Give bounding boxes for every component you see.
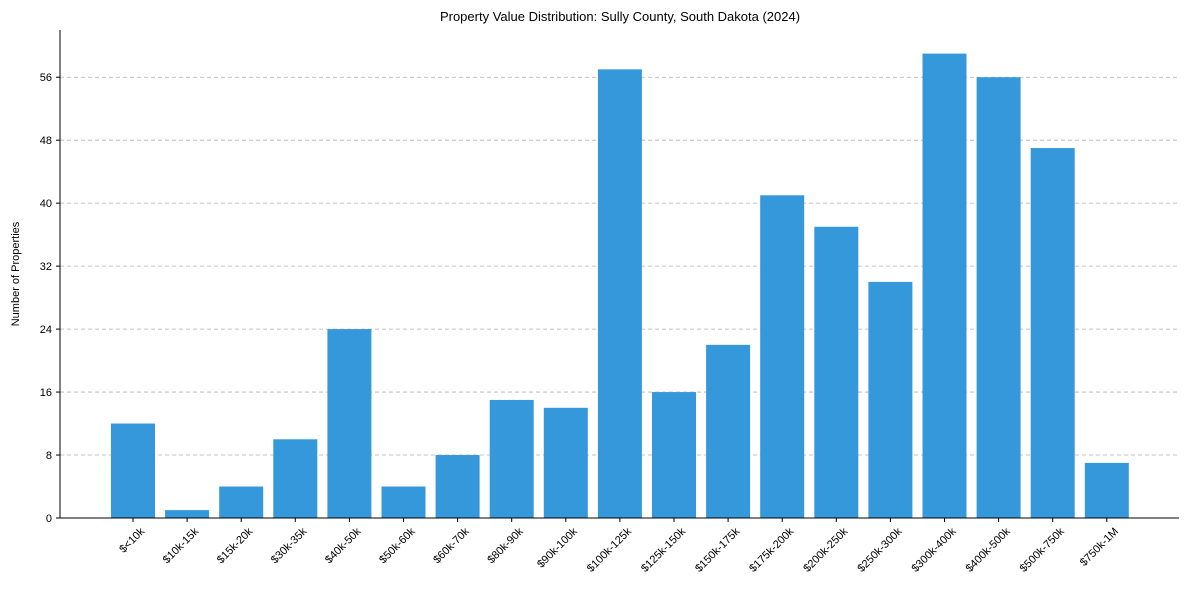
y-ticks: 0 8 16 24 32 40 48 56 [40, 72, 60, 525]
bar-4 [327, 329, 372, 518]
bar-2 [219, 486, 264, 518]
bar-14 [868, 281, 913, 518]
bar-9 [597, 69, 642, 519]
x-tick-label: $175k-200k [747, 525, 796, 574]
y-tick-label: 16 [40, 387, 52, 399]
bars [111, 53, 1129, 519]
bar-16 [976, 77, 1021, 519]
bar-6 [435, 455, 480, 518]
x-tick-label: $200k-250k [801, 525, 850, 574]
x-tick-label: $125k-150k [639, 525, 688, 574]
bar-0 [111, 423, 155, 518]
y-tick-label: 40 [40, 198, 52, 210]
x-tick-label: $90k-100k [535, 525, 580, 570]
bar-11 [706, 344, 751, 518]
y-tick-label: 56 [40, 72, 52, 84]
bar-12 [760, 195, 805, 518]
bar-8 [543, 407, 588, 518]
x-tick-label: $400k-500k [964, 525, 1013, 574]
x-tick-label: $150k-175k [693, 525, 742, 574]
y-axis-label: Number of Properties [10, 221, 22, 326]
x-tick-label: $100k-125k [585, 525, 634, 574]
bar-18 [1084, 462, 1129, 518]
x-tick-label: $250k-300k [855, 525, 904, 574]
y-tick-label: 8 [46, 450, 52, 462]
x-tick-label: $40k-50k [323, 525, 364, 566]
y-tick-label: 0 [46, 513, 52, 525]
x-tick-label: $750k-1M [1078, 526, 1121, 569]
bar-1 [165, 510, 210, 518]
y-tick-label: 32 [40, 261, 52, 273]
x-tick-label: $80k-90k [485, 525, 526, 566]
x-tick-label: $<10k [117, 525, 147, 555]
bar-10 [652, 392, 696, 518]
y-tick-label: 48 [40, 135, 52, 147]
x-tick-label: $15k-20k [215, 525, 256, 566]
x-ticks: $<10k $10k-15k $15k-20k $30k-35k $40k-50k $50… [117, 518, 1121, 575]
x-tick-label: $60k-70k [431, 525, 472, 566]
bar-15 [922, 53, 967, 518]
bar-7 [489, 399, 534, 518]
y-tick-label: 24 [40, 324, 52, 336]
x-tick-label: $10k-15k [161, 525, 202, 566]
x-tick-label: $50k-60k [377, 525, 418, 566]
x-tick-label: $30k-35k [269, 525, 310, 566]
bar-17 [1030, 148, 1075, 518]
x-tick-label: $300k-400k [909, 525, 958, 574]
bar-3 [273, 439, 318, 518]
x-tick-label: $500k-750k [1018, 525, 1067, 574]
bar-5 [381, 486, 426, 518]
chart-title: Property Value Distribution: Sully Count… [440, 9, 800, 24]
bar-13 [814, 226, 859, 518]
